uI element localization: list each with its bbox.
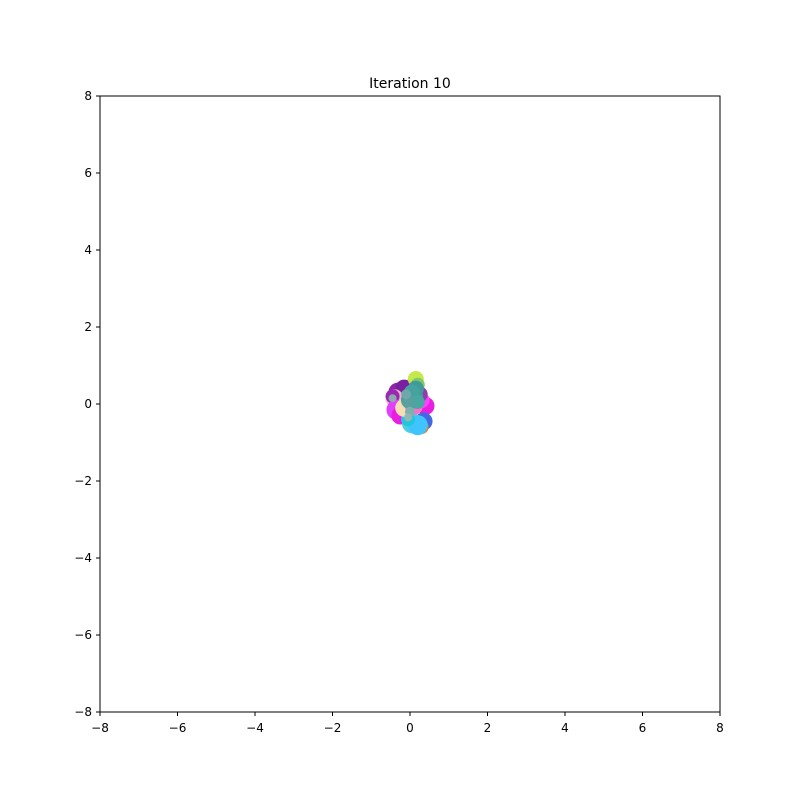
x-tick-label: 0 xyxy=(406,721,414,735)
y-tick-label: 0 xyxy=(84,397,92,411)
x-tick-label: 4 xyxy=(561,721,569,735)
x-tick-label: −8 xyxy=(91,721,109,735)
plot-frame xyxy=(99,95,721,713)
scatter-point xyxy=(401,389,412,400)
y-tick-label: 6 xyxy=(84,166,92,180)
x-tick-label: 2 xyxy=(484,721,492,735)
x-tick-label: 8 xyxy=(716,721,724,735)
y-tick-label: −8 xyxy=(74,705,92,719)
scatter-point xyxy=(388,394,397,403)
y-tick-label: 2 xyxy=(84,320,92,334)
scatter-point xyxy=(410,395,425,410)
x-tick-label: 6 xyxy=(639,721,647,735)
y-tick-label: −2 xyxy=(74,474,92,488)
y-tick-label: −4 xyxy=(74,551,92,565)
data-points xyxy=(385,370,435,436)
chart-title: Iteration 10 xyxy=(369,76,451,92)
x-tick-label: −4 xyxy=(246,721,264,735)
axis-ticks: −8 −6 −4 −2 0 2 4 6 8 8 6 4 2 0 −2 −4 −6 −8 xyxy=(74,89,724,735)
scatter-point xyxy=(404,413,413,422)
x-tick-label: −2 xyxy=(324,721,342,735)
y-tick-label: 4 xyxy=(84,243,92,257)
x-tick-label: −6 xyxy=(169,721,187,735)
y-tick-label: 8 xyxy=(84,89,92,103)
y-tick-label: −6 xyxy=(74,628,92,642)
